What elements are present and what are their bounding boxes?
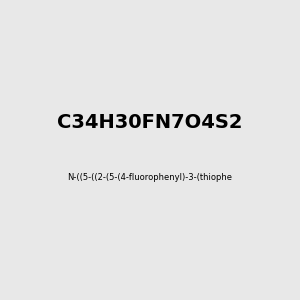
Text: N-((5-((2-(5-(4-fluorophenyl)-3-(thiophe: N-((5-((2-(5-(4-fluorophenyl)-3-(thiophe: [68, 172, 232, 182]
Text: C34H30FN7O4S2: C34H30FN7O4S2: [57, 113, 243, 133]
